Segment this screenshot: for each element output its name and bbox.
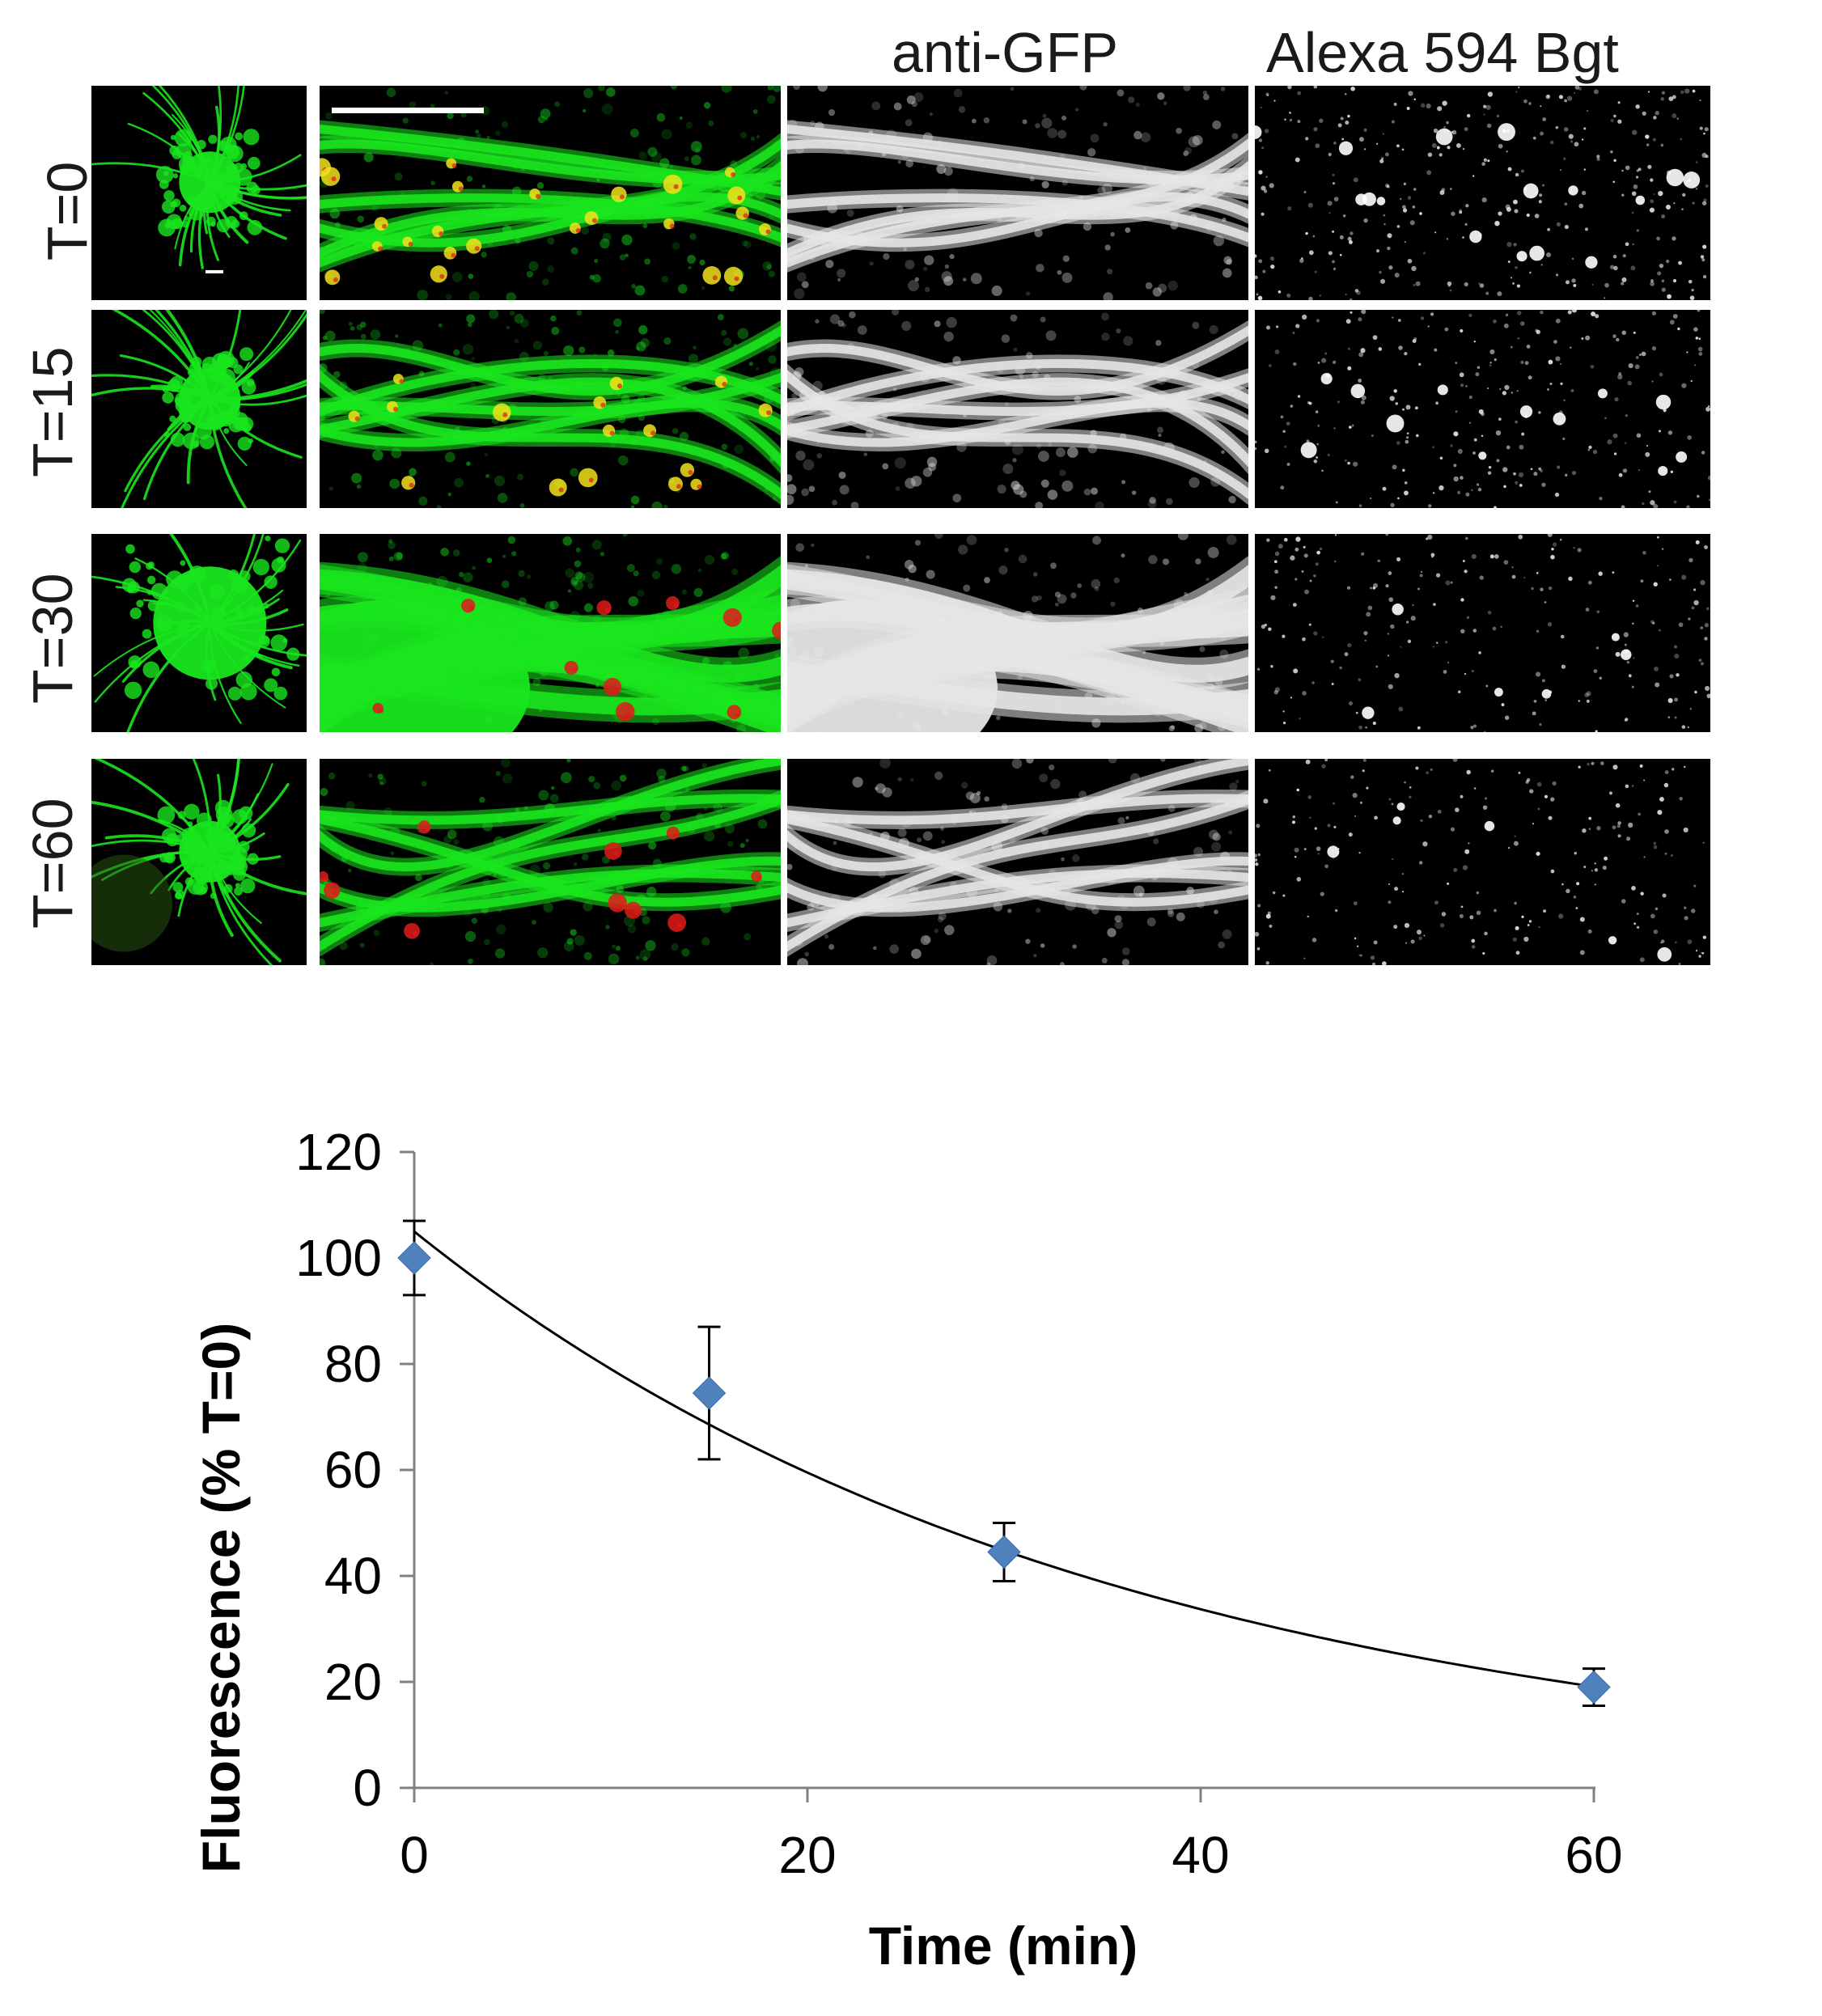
column-header-bgt: Alexa 594 Bgt (1266, 21, 1619, 84)
x-tick-label: 40 (1172, 1826, 1229, 1884)
data-point-1 (692, 1376, 727, 1410)
fit-curve (413, 1230, 1595, 1688)
decay-chart: 0 20 40 60 80 100 120 0 20 40 60 Fluorescence (% T… (0, 1068, 1822, 2016)
data-point-0 (397, 1241, 431, 1275)
row-label-t0: T=0 (36, 161, 99, 261)
x-axis-label: Time (min) (869, 1916, 1138, 1976)
x-tick-label: 20 (778, 1826, 836, 1884)
micrograph-bgt-row-1 (1255, 310, 1710, 508)
fit-curve-layer (413, 1230, 1595, 1688)
y-axis-label: Fluorescence (% T=0) (191, 1323, 251, 1873)
micrograph-gray-row-0 (787, 86, 1248, 300)
x-tick-label: 60 (1565, 1826, 1622, 1884)
row-label-t60: T=60 (21, 798, 84, 930)
scale-bar-large (332, 108, 484, 113)
column-header-anti-gfp: anti-GFP (892, 21, 1119, 84)
micrograph-bgt-row-2 (1255, 534, 1710, 732)
micrograph-merge-row-1 (320, 310, 781, 508)
chart-axes: 0 20 40 60 80 100 120 0 20 40 60 (295, 1123, 1622, 1884)
micrograph-merge-row-2 (320, 534, 781, 732)
data-points-layer (397, 1219, 1611, 1707)
micrograph-gray-row-3 (787, 759, 1248, 965)
x-tick-label: 0 (400, 1826, 429, 1884)
micrograph-merge-row-0 (320, 86, 781, 300)
y-tick-label: 80 (324, 1335, 382, 1393)
y-tick-label: 40 (324, 1547, 382, 1605)
data-point-3 (1577, 1670, 1611, 1705)
chart-svg: 0 20 40 60 80 100 120 0 20 40 60 Fluorescence (% T… (191, 1123, 1623, 1976)
row-label-t30: T=30 (21, 573, 84, 705)
y-tick-label: 100 (295, 1229, 382, 1287)
y-tick-label: 20 (324, 1653, 382, 1711)
y-tick-label: 120 (295, 1123, 382, 1181)
micrograph-thumb-row-3 (91, 759, 307, 965)
micrograph-bgt-row-0 (1255, 86, 1710, 300)
micrograph-merge-row-3 (320, 759, 781, 965)
micrograph-gray-row-2 (787, 534, 1248, 732)
micrograph-thumb-row-1 (91, 310, 307, 508)
micrograph-thumb-row-0 (91, 86, 307, 300)
micrograph-gray-row-1 (787, 310, 1248, 508)
y-tick-label: 60 (324, 1441, 382, 1499)
data-point-2 (987, 1535, 1021, 1569)
micrograph-thumb-row-2 (91, 534, 307, 732)
row-label-t15: T=15 (21, 346, 84, 478)
micrograph-bgt-row-3 (1255, 759, 1710, 965)
y-tick-label: 0 (353, 1759, 382, 1817)
